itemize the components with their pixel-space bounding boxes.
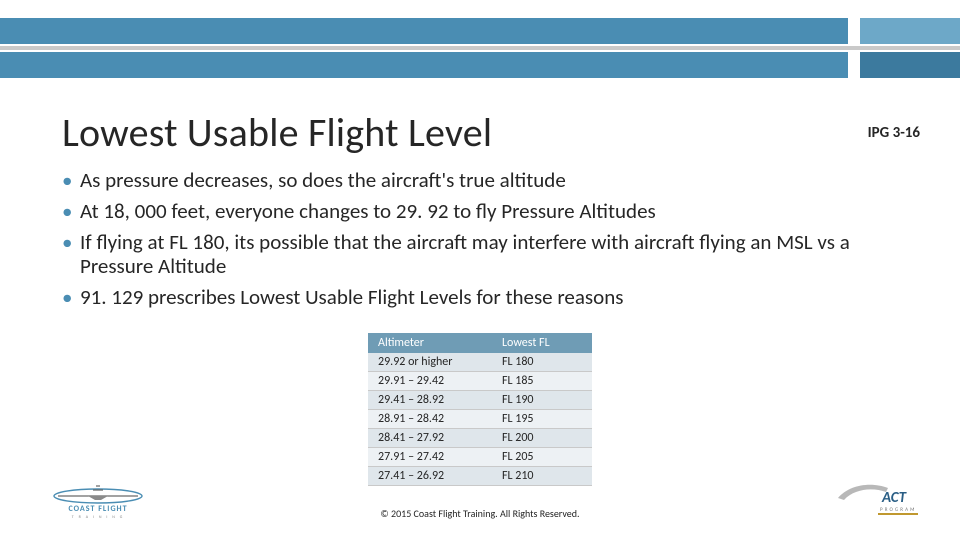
cell-lowest-fl: FL 210 xyxy=(492,467,592,486)
table-body: 29.92 or higher FL 180 29.91 – 29.42 FL … xyxy=(368,353,592,486)
table-row: 29.91 – 29.42 FL 185 xyxy=(368,372,592,391)
act-program-logo: ACT P R O G R A M xyxy=(832,478,922,518)
table-row: 28.91 – 28.42 FL 195 xyxy=(368,410,592,429)
cell-lowest-fl: FL 205 xyxy=(492,448,592,467)
bullet-item: 91. 129 prescribes Lowest Usable Flight … xyxy=(62,285,920,310)
title-row: Lowest Usable Flight Level IPG 3-16 xyxy=(62,108,920,157)
slide-reference: IPG 3-16 xyxy=(868,124,920,142)
bullet-item: At 18, 000 feet, everyone changes to 29.… xyxy=(62,199,920,224)
table-col-altimeter: Altimeter xyxy=(368,333,492,353)
bullet-list: As pressure decreases, so does the aircr… xyxy=(62,168,920,316)
header-thin-line xyxy=(0,46,960,50)
cell-altimeter: 29.91 – 29.42 xyxy=(368,372,492,391)
bullet-item: As pressure decreases, so does the aircr… xyxy=(62,168,920,193)
cell-altimeter: 27.41 – 26.92 xyxy=(368,467,492,486)
header-accent-bottom xyxy=(860,52,960,78)
svg-text:COAST FLIGHT: COAST FLIGHT xyxy=(68,504,127,514)
cell-altimeter: 28.91 – 28.42 xyxy=(368,410,492,429)
header-bar-2 xyxy=(0,52,848,78)
cell-altimeter: 29.92 or higher xyxy=(368,353,492,372)
table-row: 27.91 – 27.42 FL 205 xyxy=(368,448,592,467)
table-col-lowest-fl: Lowest FL xyxy=(492,333,592,353)
slide-title: Lowest Usable Flight Level xyxy=(62,108,492,157)
table-row: 27.41 – 26.92 FL 210 xyxy=(368,467,592,486)
cell-lowest-fl: FL 180 xyxy=(492,353,592,372)
header-accent-top xyxy=(860,18,960,44)
cell-lowest-fl: FL 200 xyxy=(492,429,592,448)
table-row: 29.41 – 28.92 FL 190 xyxy=(368,391,592,410)
cell-lowest-fl: FL 195 xyxy=(492,410,592,429)
coast-flight-logo: COAST FLIGHT T R A I N I N G xyxy=(38,478,158,518)
bullet-item: If flying at FL 180, its possible that t… xyxy=(62,230,920,280)
table-row: 28.41 – 27.92 FL 200 xyxy=(368,429,592,448)
cell-altimeter: 29.41 – 28.92 xyxy=(368,391,492,410)
cell-altimeter: 28.41 – 27.92 xyxy=(368,429,492,448)
svg-text:ACT: ACT xyxy=(881,489,908,507)
cell-lowest-fl: FL 190 xyxy=(492,391,592,410)
table-header-row: Altimeter Lowest FL xyxy=(368,333,592,353)
cell-altimeter: 27.91 – 27.42 xyxy=(368,448,492,467)
cell-lowest-fl: FL 185 xyxy=(492,372,592,391)
svg-text:T R A I N I N G: T R A I N I N G xyxy=(72,515,124,518)
flight-level-table: Altimeter Lowest FL 29.92 or higher FL 1… xyxy=(368,333,592,486)
svg-text:P R O G R A M: P R O G R A M xyxy=(880,507,915,513)
table-row: 29.92 or higher FL 180 xyxy=(368,353,592,372)
header-bar-1 xyxy=(0,18,848,44)
